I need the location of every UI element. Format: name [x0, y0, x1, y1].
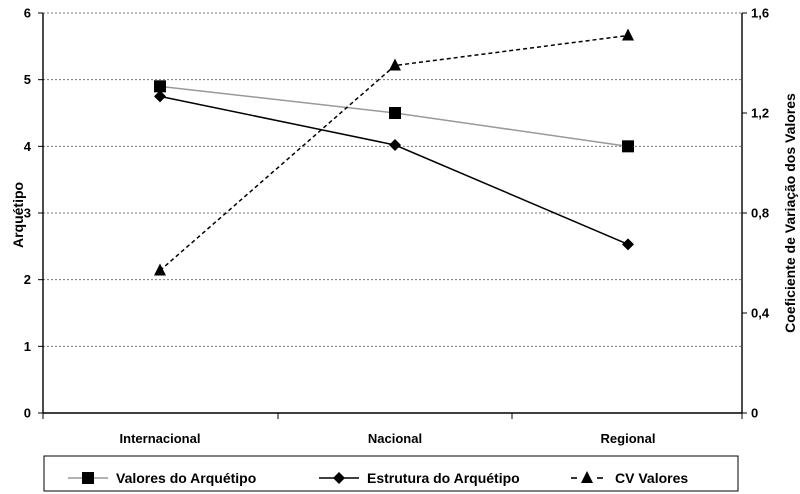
x-tick-label: Internacional — [120, 431, 201, 446]
left-tick-label: 4 — [24, 139, 32, 154]
legend: Valores do Arquétipo Estrutura do Arquéti… — [43, 455, 739, 492]
left-tick-label: 3 — [24, 206, 31, 221]
left-tick-label: 5 — [24, 72, 31, 87]
data-point — [154, 80, 166, 93]
right-axis-title: Coeficiente de Variação dos Valores — [782, 93, 798, 333]
x-axis-ticks: Internacional Nacional Regional — [42, 413, 743, 446]
legend-marker — [581, 471, 593, 483]
x-tick-label: Regional — [601, 431, 656, 446]
legend-label: CV Valores — [615, 470, 688, 486]
right-tick-label: 1,2 — [751, 106, 769, 121]
series-layer — [154, 28, 634, 276]
legend-label: Valores do Arquétipo — [116, 470, 256, 486]
left-axis-ticks: 0 1 2 3 4 5 6 — [24, 6, 43, 421]
left-tick-label: 0 — [24, 406, 31, 421]
left-tick-label: 2 — [24, 272, 31, 287]
right-tick-label: 1,6 — [751, 6, 769, 21]
legend-marker — [333, 472, 345, 484]
legend-label: Estrutura do Arquétipo — [367, 470, 520, 486]
data-point — [154, 263, 166, 276]
right-axis-ticks: 0 0,4 0,8 1,2 1,6 — [742, 6, 770, 421]
x-tick-label: Nacional — [368, 431, 422, 446]
right-tick-label: 0,8 — [751, 206, 769, 221]
data-point — [622, 140, 634, 153]
grid-lines — [43, 12, 742, 347]
data-point — [389, 139, 401, 151]
left-tick-label: 1 — [24, 339, 31, 354]
data-point — [622, 238, 634, 251]
right-tick-label: 0 — [751, 406, 758, 421]
legend-frame — [43, 455, 739, 492]
left-axis-title: Arquétipo — [10, 182, 26, 248]
data-point — [389, 58, 401, 71]
data-point — [622, 28, 634, 41]
legend-marker — [82, 472, 94, 484]
left-tick-label: 6 — [24, 6, 31, 21]
data-point — [389, 107, 401, 119]
data-point — [154, 90, 166, 103]
series-line — [159, 34, 629, 272]
right-tick-label: 0,4 — [751, 306, 770, 321]
